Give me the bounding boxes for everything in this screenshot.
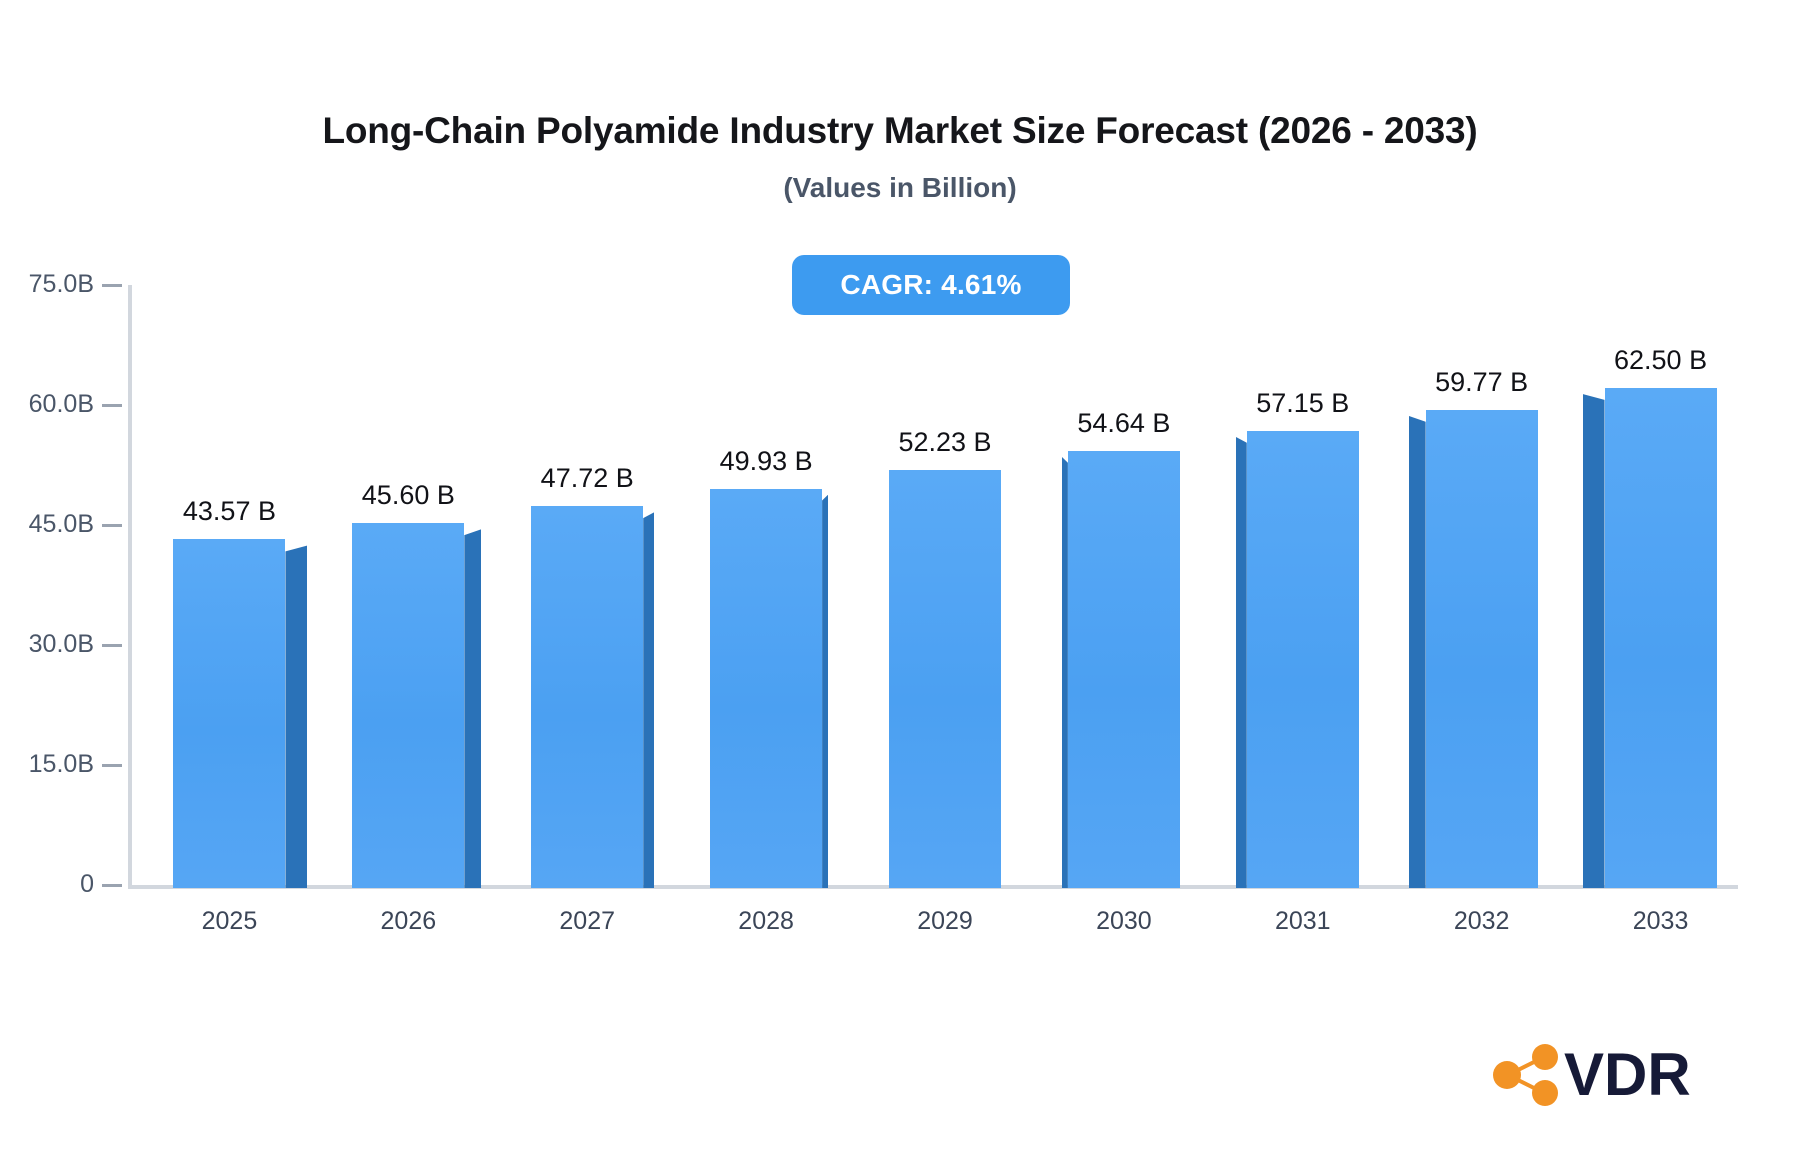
x-axis-label-2027: 2027 — [559, 907, 616, 935]
x-axis-label-2025: 2025 — [201, 907, 258, 935]
y-axis-tick-label: 30.0B — [28, 630, 94, 658]
bar-front-face — [531, 506, 644, 888]
page-title: Long-Chain Polyamide Industry Market Siz… — [322, 110, 1478, 151]
x-axis-label-2028: 2028 — [738, 907, 794, 935]
y-axis-line — [128, 285, 132, 887]
bar-front-face — [710, 488, 823, 888]
bar-value-label: 47.72 B — [540, 463, 634, 494]
bar-value-label: 57.15 B — [1256, 387, 1350, 418]
y-axis-tick-label: 75.0B — [28, 270, 94, 298]
y-axis-tick-mark — [102, 284, 122, 287]
bar-front-face — [1604, 388, 1717, 888]
y-axis-tick-label: 0 — [80, 870, 94, 898]
bar-side-face — [1582, 394, 1605, 888]
bar-value-label: 52.23 B — [898, 427, 992, 458]
share-nodes-icon — [1493, 1044, 1558, 1106]
x-axis-label-2031: 2031 — [1274, 907, 1331, 935]
y-axis-tick-mark — [102, 524, 122, 527]
bar-front-face — [1067, 450, 1180, 888]
y-axis-tick-mark — [102, 764, 122, 767]
chart-subtitle: (Values in Billion) — [783, 172, 1017, 203]
vdr-logo: VDR — [1490, 1030, 1740, 1120]
bar-side-face — [1235, 436, 1247, 888]
bar-value-label: 62.50 B — [1614, 345, 1708, 375]
bar-side-face — [1061, 456, 1068, 888]
x-axis-label-2030: 2030 — [1096, 907, 1152, 935]
y-axis-tick-label: 15.0B — [28, 750, 94, 778]
bar-side-face — [464, 529, 482, 888]
y-axis-tick-mark — [102, 884, 122, 887]
bar-value-label: 45.60 B — [361, 480, 455, 511]
chart-plot-area: 0 15.0B 30.0B 45.0B 60.0B 75.0B 43.57 B 45.60 … — [29, 270, 1738, 935]
bar-front-face — [173, 539, 286, 888]
y-axis-tick-mark — [102, 404, 122, 407]
bar-front-face — [1246, 430, 1359, 888]
bar-value-label: 59.77 B — [1435, 366, 1529, 397]
vdr-logo-text: VDR — [1564, 1041, 1691, 1108]
bar-front-face — [1425, 409, 1538, 888]
y-axis-tick-label: 45.0B — [28, 510, 94, 538]
cagr-badge: CAGR: 4.61% — [792, 255, 1070, 315]
bar-side-face — [1408, 415, 1426, 888]
cagr-badge-label: CAGR: 4.61% — [840, 269, 1022, 300]
bar-front-face — [889, 470, 1001, 888]
bar-side-face — [822, 494, 829, 888]
y-axis-tick-mark — [102, 644, 122, 647]
x-axis-label-2026: 2026 — [380, 907, 437, 935]
x-axis-label-2029: 2029 — [917, 907, 973, 935]
bar-value-label: 49.93 B — [719, 445, 813, 476]
x-axis-label-2032: 2032 — [1453, 907, 1510, 935]
bar-value-label: 43.57 B — [182, 496, 276, 527]
y-axis-tick-label: 60.0B — [28, 390, 94, 418]
bar-side-face — [285, 545, 308, 888]
x-axis-label-2033: 2033 — [1632, 907, 1689, 935]
bar-side-face — [643, 512, 655, 888]
bar-value-label: 54.64 B — [1077, 407, 1171, 438]
bar-front-face — [352, 523, 465, 888]
